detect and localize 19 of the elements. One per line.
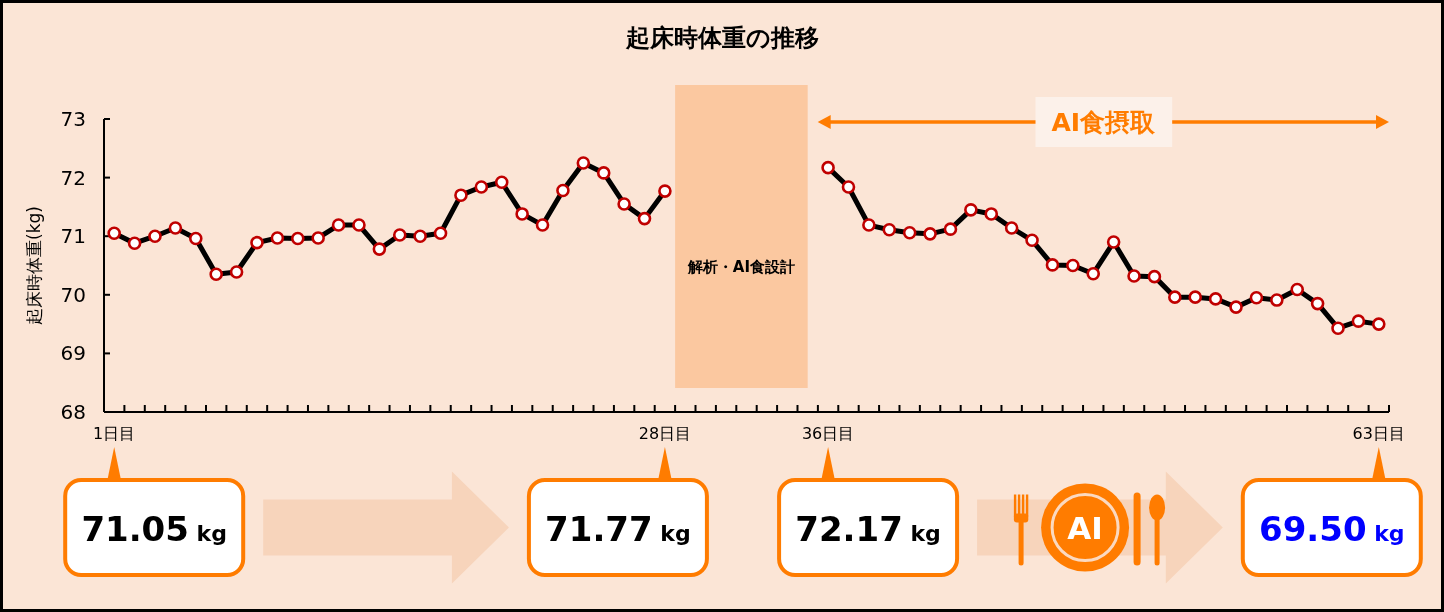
x-tick-label: 36日目: [801, 424, 855, 443]
text: 71.05 kg: [81, 509, 227, 549]
y-tick-label: 73: [60, 107, 86, 131]
text: AI: [1067, 509, 1103, 546]
y-tick-label: 68: [60, 400, 86, 424]
y-tick-label: 70: [60, 282, 86, 307]
text: 69.50 kg: [1259, 509, 1405, 549]
y-tick-label: 71: [60, 224, 86, 249]
y-tick-label: 69: [60, 341, 86, 366]
chart-title: 起床時体重の推移: [624, 24, 819, 52]
text: 71.77 kg: [545, 509, 691, 549]
y-tick-label: 72: [60, 165, 86, 190]
x-tick-label: 63日目: [1352, 424, 1405, 443]
x-tick-label: 1日目: [93, 424, 136, 443]
x-tick-label: 28日目: [638, 424, 692, 443]
annotation: AI食摂取: [1051, 108, 1157, 137]
y-axis-title: 起床時体重(kg): [24, 206, 44, 325]
text: 72.17 kg: [795, 509, 941, 549]
band-label: 解析・AI食設計: [686, 257, 795, 276]
